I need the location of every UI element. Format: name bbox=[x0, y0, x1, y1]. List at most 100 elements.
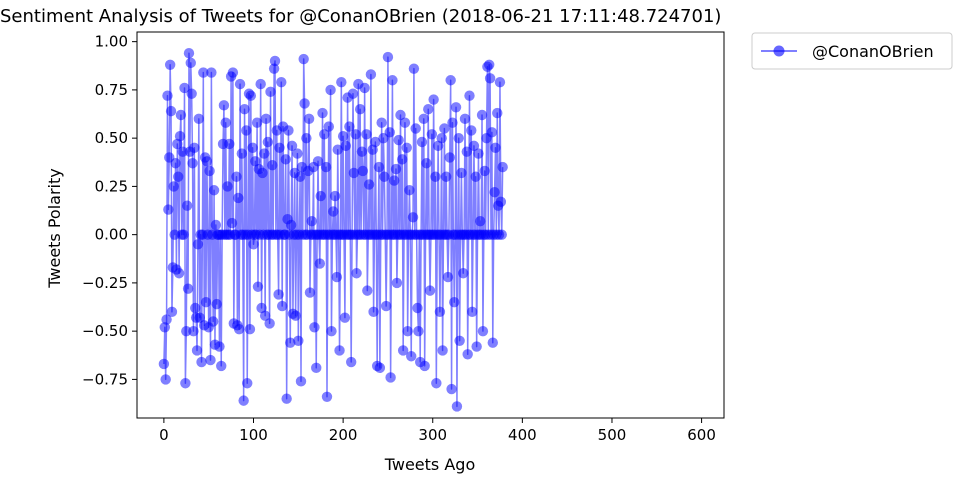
data-point bbox=[181, 200, 193, 211]
data-point bbox=[359, 82, 370, 94]
data-point bbox=[426, 129, 438, 140]
data-point bbox=[211, 298, 222, 310]
data-point bbox=[334, 345, 345, 356]
data-point bbox=[214, 341, 225, 352]
data-point bbox=[423, 104, 434, 115]
data-point bbox=[454, 335, 465, 346]
data-point bbox=[183, 48, 195, 59]
data-point bbox=[267, 159, 278, 171]
data-point bbox=[194, 312, 205, 323]
data-point bbox=[319, 129, 330, 140]
data-point bbox=[248, 239, 259, 250]
data-point bbox=[245, 90, 257, 101]
data-point bbox=[336, 76, 347, 88]
data-point bbox=[390, 163, 402, 175]
data-point bbox=[299, 98, 310, 109]
data-point bbox=[301, 132, 312, 144]
data-point bbox=[497, 161, 508, 173]
data-point bbox=[373, 161, 385, 173]
y-axis-label: Tweets Polarity bbox=[45, 168, 64, 288]
data-point bbox=[201, 156, 213, 167]
legend: @ConanOBrien bbox=[751, 32, 953, 70]
data-point bbox=[251, 117, 263, 128]
data-point bbox=[242, 378, 253, 389]
data-point bbox=[200, 297, 212, 308]
data-point bbox=[260, 113, 272, 125]
data-point bbox=[424, 285, 436, 296]
data-point bbox=[317, 107, 328, 119]
data-point bbox=[227, 67, 239, 78]
data-point bbox=[495, 196, 507, 208]
data-point bbox=[362, 285, 373, 296]
data-point bbox=[269, 55, 281, 67]
plot-frame bbox=[136, 31, 725, 419]
data-point bbox=[496, 229, 507, 240]
y-tick-label: −0.25 bbox=[82, 274, 128, 292]
data-point bbox=[198, 67, 209, 78]
data-point bbox=[247, 142, 258, 153]
data-point bbox=[395, 109, 406, 121]
data-point bbox=[158, 358, 170, 370]
data-point bbox=[218, 100, 230, 111]
data-point bbox=[292, 148, 303, 159]
data-point bbox=[273, 289, 284, 300]
data-point bbox=[470, 171, 481, 182]
data-point bbox=[339, 312, 351, 323]
data-point bbox=[393, 134, 404, 146]
x-tick-label: 300 bbox=[418, 426, 447, 444]
data-point bbox=[439, 123, 450, 134]
data-point bbox=[494, 76, 506, 88]
data-point bbox=[205, 354, 216, 366]
y-tick-label: 0.00 bbox=[95, 226, 128, 244]
data-point bbox=[446, 383, 457, 395]
legend-frame bbox=[751, 32, 953, 70]
data-point bbox=[408, 63, 420, 74]
data-point bbox=[477, 325, 489, 337]
data-point bbox=[451, 401, 463, 412]
data-point bbox=[323, 121, 334, 132]
data-point bbox=[174, 131, 186, 142]
x-tick-label: 100 bbox=[239, 426, 268, 444]
data-point bbox=[177, 146, 188, 157]
x-tick-label: 600 bbox=[687, 426, 716, 444]
data-point bbox=[326, 325, 337, 337]
x-tick-label: 500 bbox=[598, 426, 627, 444]
data-point bbox=[286, 140, 298, 152]
data-point bbox=[357, 165, 369, 177]
data-point bbox=[224, 138, 235, 150]
data-point bbox=[440, 171, 452, 182]
data-point bbox=[368, 306, 379, 318]
data-point bbox=[309, 322, 320, 333]
data-point bbox=[303, 113, 315, 125]
data-point bbox=[434, 306, 446, 318]
data-point bbox=[169, 229, 180, 240]
data-point bbox=[354, 104, 366, 115]
data-point bbox=[462, 349, 473, 360]
data-point bbox=[161, 314, 172, 325]
data-point bbox=[444, 152, 455, 163]
data-point bbox=[280, 154, 291, 165]
data-point bbox=[487, 337, 498, 348]
data-point bbox=[471, 341, 482, 352]
data-point bbox=[234, 78, 246, 90]
data-point bbox=[160, 374, 171, 385]
data-point bbox=[276, 76, 287, 88]
data-point bbox=[191, 345, 203, 356]
data-point bbox=[458, 268, 469, 279]
data-point bbox=[193, 113, 205, 125]
data-point bbox=[285, 219, 297, 231]
data-point bbox=[387, 75, 398, 86]
data-point bbox=[250, 156, 261, 167]
data-point bbox=[445, 75, 456, 86]
data-point bbox=[170, 158, 181, 169]
y-tick-label: 0.50 bbox=[95, 129, 128, 147]
y-tick-label: 0.25 bbox=[95, 177, 128, 195]
data-point bbox=[404, 185, 415, 196]
data-point bbox=[376, 117, 387, 128]
data-point bbox=[356, 146, 368, 157]
data-point bbox=[192, 239, 204, 250]
data-point bbox=[173, 268, 185, 279]
data-point bbox=[437, 345, 448, 356]
data-point bbox=[241, 125, 252, 136]
data-point bbox=[449, 297, 460, 308]
